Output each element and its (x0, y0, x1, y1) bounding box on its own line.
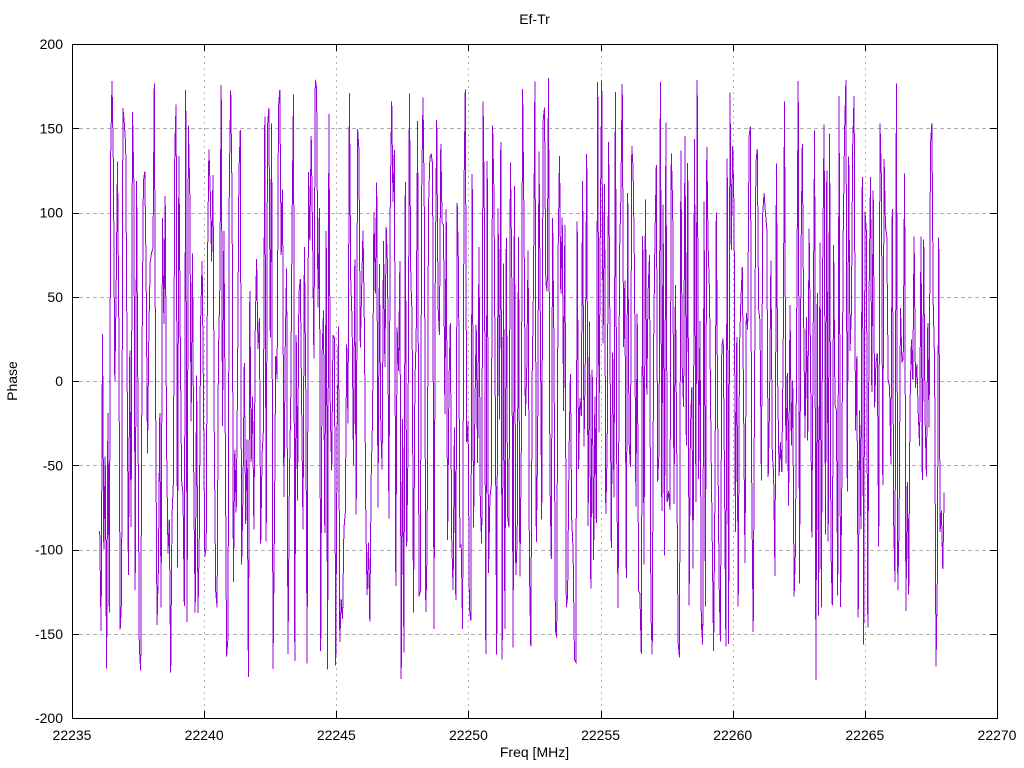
svg-text:-200: -200 (35, 710, 63, 726)
svg-text:0: 0 (55, 373, 63, 389)
svg-text:-50: -50 (43, 457, 63, 473)
y-tick-labels: -200 -150 -100 -50 0 50 100 150 200 (35, 36, 63, 726)
chart-title: Ef-Tr (519, 11, 550, 27)
svg-text:50: 50 (47, 289, 63, 305)
x-tick-labels: 22235 22240 22245 22250 22255 22260 22265 22270 (53, 727, 1017, 743)
svg-text:22250: 22250 (449, 727, 488, 743)
x-axis-label: Freq [MHz] (499, 744, 570, 760)
phase-series-line (99, 78, 945, 680)
svg-text:-100: -100 (35, 542, 63, 558)
svg-text:22245: 22245 (317, 727, 356, 743)
svg-text:150: 150 (40, 120, 64, 136)
svg-text:22255: 22255 (581, 727, 620, 743)
svg-text:-150: -150 (35, 626, 63, 642)
svg-text:100: 100 (40, 205, 64, 221)
svg-text:200: 200 (40, 36, 64, 52)
svg-text:22265: 22265 (845, 727, 884, 743)
svg-text:22235: 22235 (53, 727, 92, 743)
axes-border (72, 44, 998, 719)
svg-text:22260: 22260 (713, 727, 752, 743)
y-axis-label: Phase (4, 361, 20, 401)
svg-text:22270: 22270 (978, 727, 1017, 743)
svg-text:22240: 22240 (185, 727, 224, 743)
